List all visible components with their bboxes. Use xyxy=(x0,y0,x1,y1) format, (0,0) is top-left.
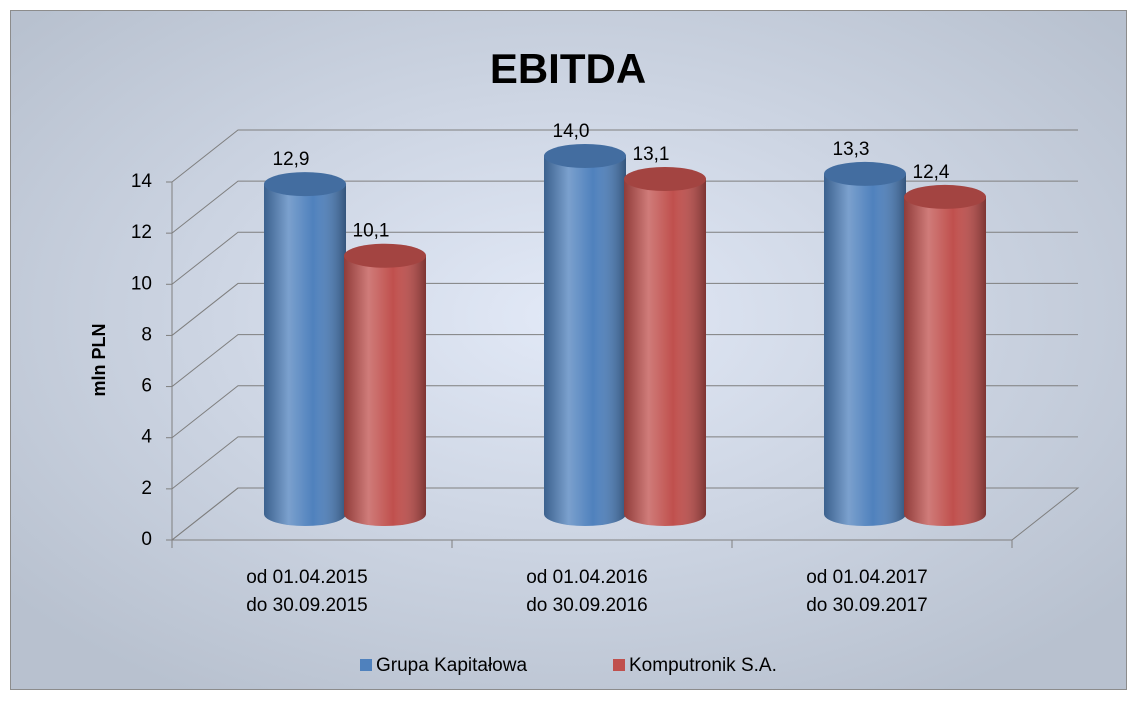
grid-line xyxy=(171,129,1078,183)
grid-line xyxy=(171,334,1078,387)
x-tick-label: do 30.09.2015 xyxy=(246,595,368,616)
y-axis-label: mln PLN xyxy=(89,323,109,396)
cylinder xyxy=(904,184,986,526)
cylinder xyxy=(544,144,626,526)
grid-line xyxy=(171,385,1078,439)
cylinder-shade xyxy=(904,196,986,526)
x-tick-label: od 01.04.2015 xyxy=(246,567,368,588)
cylinder-shade xyxy=(264,184,346,526)
value-label: 10,1 xyxy=(353,221,390,242)
grid-line xyxy=(171,180,1078,234)
cylinder-top-shade xyxy=(624,167,706,192)
x-tick-label: od 01.04.2017 xyxy=(806,567,928,588)
value-label: 13,1 xyxy=(633,144,670,165)
grid-line xyxy=(171,231,1078,285)
y-tick-label: 0 xyxy=(141,529,152,550)
y-tick-label: 14 xyxy=(131,171,153,192)
cylinder-top-shade xyxy=(904,184,986,209)
y-tick-label: 6 xyxy=(141,376,152,397)
legend-swatch xyxy=(613,659,625,671)
cylinder-shade xyxy=(624,179,706,526)
grid-line xyxy=(171,282,1078,336)
cylinder-top-shade xyxy=(824,161,906,186)
y-tick-label: 2 xyxy=(141,478,152,499)
value-label: 13,3 xyxy=(833,139,870,160)
cylinder-top xyxy=(544,144,626,168)
x-tick-label: od 01.04.2016 xyxy=(526,567,648,588)
cylinder xyxy=(824,161,906,526)
cylinder-shade xyxy=(544,156,626,526)
value-label: 14,0 xyxy=(553,121,590,142)
y-tick-label: 12 xyxy=(131,222,152,243)
chart-title: EBITDA xyxy=(490,45,646,92)
value-label: 12,4 xyxy=(913,162,950,183)
x-tick-label: do 30.09.2017 xyxy=(806,595,928,616)
cylinder xyxy=(624,167,706,526)
cylinder xyxy=(344,243,426,526)
grid-line xyxy=(171,487,1078,541)
legend-label: Grupa Kapitałowa xyxy=(376,655,527,676)
cylinder-top xyxy=(264,172,346,197)
cylinder-top xyxy=(624,167,706,192)
cylinder-top-shade xyxy=(264,172,346,197)
x-tick-label: do 30.09.2016 xyxy=(526,595,648,616)
cylinder xyxy=(264,172,346,526)
cylinder-top-shade xyxy=(344,243,426,268)
value-label: 12,9 xyxy=(273,149,310,170)
legend-swatch xyxy=(360,659,372,671)
grid-line xyxy=(171,436,1078,490)
cylinder-top xyxy=(904,184,986,209)
cylinder-top xyxy=(824,161,906,186)
cylinder-shade xyxy=(824,173,906,526)
cylinder-top-shade xyxy=(544,144,626,168)
y-tick-label: 8 xyxy=(141,324,152,345)
cylinder-shade xyxy=(344,255,426,526)
y-tick-label: 10 xyxy=(131,273,152,294)
legend-label: Komputronik S.A. xyxy=(629,655,777,676)
cylinder-top xyxy=(344,243,426,268)
y-tick-label: 4 xyxy=(141,427,152,448)
